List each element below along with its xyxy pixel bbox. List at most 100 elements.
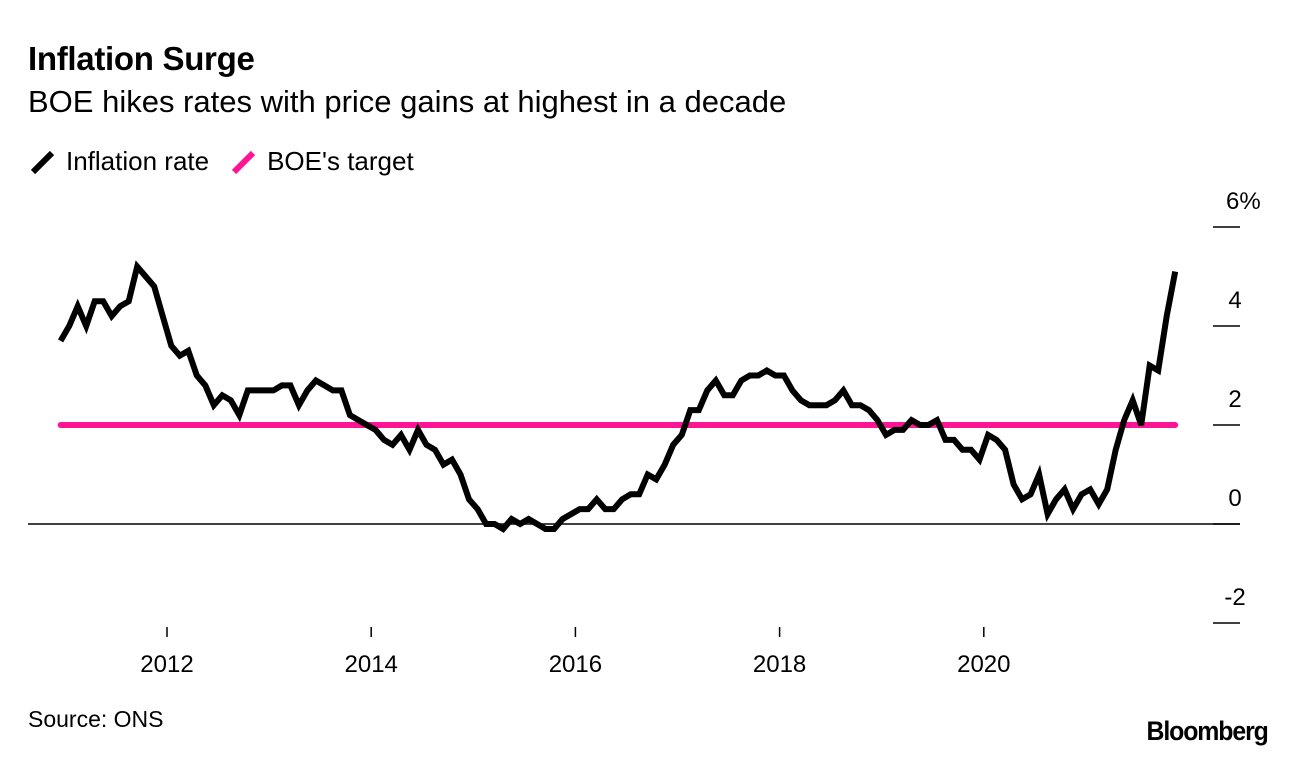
data-point-inflation-rate [806, 402, 812, 408]
x-tick-label: 2014 [345, 651, 398, 678]
data-point-inflation-rate [415, 427, 421, 433]
data-point-inflation-rate [1147, 363, 1153, 369]
data-point-inflation-rate [934, 417, 940, 423]
data-point-inflation-rate [874, 417, 880, 423]
data-point-inflation-rate [568, 511, 574, 517]
data-point-inflation-rate [219, 392, 225, 398]
series-line-inflation-rate [58, 260, 1179, 533]
data-point-inflation-rate [151, 283, 157, 289]
data-point-inflation-rate [304, 387, 310, 393]
data-point-inflation-rate [772, 373, 778, 379]
data-point-inflation-rate [662, 462, 668, 468]
data-point-inflation-rate [926, 422, 932, 428]
data-point-inflation-rate [270, 387, 276, 393]
data-point-inflation-rate [670, 442, 676, 448]
data-point-inflation-rate [83, 323, 89, 329]
data-point-inflation-rate [1172, 269, 1178, 275]
data-point-inflation-rate [1155, 368, 1161, 374]
chart-title: Inflation Surge [28, 40, 255, 77]
data-point-inflation-rate [730, 392, 736, 398]
data-point-inflation-rate [849, 402, 855, 408]
data-point-inflation-rate [160, 313, 166, 319]
data-point-inflation-rate [407, 447, 413, 453]
data-point-inflation-rate [228, 397, 234, 403]
data-point-inflation-rate [1087, 486, 1093, 492]
data-point-inflation-rate [92, 298, 98, 304]
x-tick-label: 2020 [957, 651, 1010, 678]
data-point-inflation-rate [296, 402, 302, 408]
data-point-inflation-rate [900, 427, 906, 433]
data-point-inflation-rate [823, 402, 829, 408]
x-tick-label: 2012 [140, 651, 193, 678]
data-point-inflation-rate [1164, 313, 1170, 319]
data-point-inflation-rate [645, 472, 651, 478]
data-point-inflation-rate [143, 274, 149, 280]
data-point-inflation-rate [764, 368, 770, 374]
data-point-inflation-rate [194, 373, 200, 379]
data-point-inflation-rate [781, 373, 787, 379]
data-point-inflation-rate [509, 516, 515, 522]
y-tick-label: 6% [1226, 188, 1261, 215]
data-point-inflation-rate [168, 343, 174, 349]
data-point-inflation-rate [960, 447, 966, 453]
data-point-inflation-rate [355, 417, 361, 423]
data-point-inflation-rate [500, 526, 506, 532]
data-point-inflation-rate [857, 402, 863, 408]
data-point-inflation-rate [202, 382, 208, 388]
data-point-inflation-rate [185, 348, 191, 354]
data-point-inflation-rate [100, 298, 106, 304]
data-point-inflation-rate [66, 323, 72, 329]
data-point-inflation-rate [560, 516, 566, 522]
data-point-inflation-rate [177, 353, 183, 359]
data-point-inflation-rate [968, 447, 974, 453]
legend-swatch-pink-icon [231, 150, 256, 174]
y-tick-label: 4 [1228, 287, 1241, 314]
bloomberg-logo: Bloomberg [1146, 716, 1269, 746]
data-point-inflation-rate [373, 427, 379, 433]
data-point-inflation-rate [1121, 417, 1127, 423]
data-point-inflation-rate [1079, 491, 1085, 497]
data-point-inflation-rate [917, 422, 923, 428]
x-axis: 2012 2014 2016 2018 2020 [140, 627, 1010, 678]
data-point-inflation-rate [943, 437, 949, 443]
y-tick-label: 2 [1228, 386, 1241, 413]
data-point-inflation-rate [364, 422, 370, 428]
data-point-inflation-rate [458, 472, 464, 478]
data-point-inflation-rate [211, 402, 217, 408]
data-point-inflation-rate [287, 382, 293, 388]
data-point-inflation-rate [696, 407, 702, 413]
data-point-inflation-rate [279, 382, 285, 388]
data-point-inflation-rate [611, 506, 617, 512]
data-point-inflation-rate [977, 457, 983, 463]
data-point-inflation-rate [789, 387, 795, 393]
legend-swatch-black-icon [30, 150, 55, 174]
data-point-inflation-rate [432, 447, 438, 453]
data-point-inflation-rate [1062, 486, 1068, 492]
data-point-inflation-rate [602, 506, 608, 512]
legend-label: BOE's target [267, 146, 414, 176]
data-point-inflation-rate [475, 506, 481, 512]
data-point-inflation-rate [483, 521, 489, 527]
data-point-inflation-rate [441, 462, 447, 468]
data-point-inflation-rate [245, 387, 251, 393]
data-point-inflation-rate [262, 387, 268, 393]
data-point-inflation-rate [398, 432, 404, 438]
y-tick-label: 0 [1228, 485, 1241, 512]
data-point-inflation-rate [628, 491, 634, 497]
data-point-inflation-rate [994, 437, 1000, 443]
source-note: Source: ONS [28, 706, 164, 732]
data-point-inflation-rate [1036, 472, 1042, 478]
data-point-inflation-rate [653, 476, 659, 482]
data-point-inflation-rate [236, 412, 242, 418]
data-point-inflation-rate [1002, 447, 1008, 453]
data-point-inflation-rate [798, 397, 804, 403]
x-tick-label: 2016 [549, 651, 602, 678]
data-point-inflation-rate [390, 442, 396, 448]
data-point-inflation-rate [951, 437, 957, 443]
data-point-inflation-rate [117, 303, 123, 309]
data-point-inflation-rate [815, 402, 821, 408]
data-point-inflation-rate [577, 506, 583, 512]
data-point-inflation-rate [1028, 491, 1034, 497]
data-point-inflation-rate [134, 264, 140, 270]
